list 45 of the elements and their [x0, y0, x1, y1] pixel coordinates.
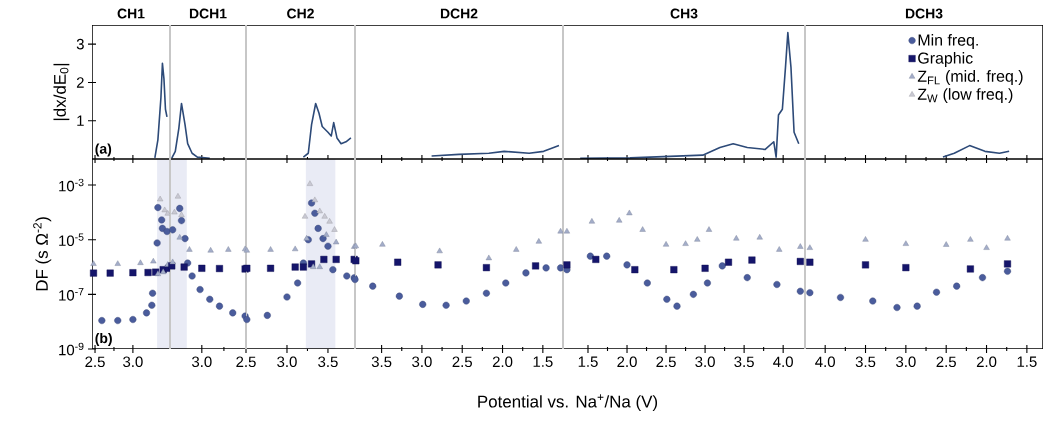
x-tick-label: 3.0: [277, 356, 297, 368]
legend-label: Z$_{FL}$ (mid. freq.): [917, 70, 1023, 85]
x-tick-label: 2.0: [976, 356, 997, 368]
x-tick-label: 3.0: [191, 356, 212, 368]
y-tick-label: 10$^{-3}$: [59, 178, 84, 192]
x-tick-label: 3.0: [695, 356, 715, 368]
x-tick-label: 1.5: [578, 356, 598, 367]
chart-title: DCH3: [905, 8, 943, 19]
x-tick-label: 4.0: [773, 356, 793, 368]
y-tick-label: 2: [76, 77, 84, 88]
x-tick-label: 2.5: [236, 356, 256, 368]
x-tick-label: 2.0: [492, 356, 513, 368]
y-axis-title: |dx/dE$_{0}$|: [53, 63, 70, 121]
chart-title: CH3: [670, 8, 698, 19]
x-tick-label: 1.5: [533, 356, 553, 367]
annotation: (a): [95, 143, 112, 157]
x-tick-label: 2.5: [85, 356, 105, 368]
x-tick-label: 1.5: [1017, 356, 1037, 367]
y-tick-label: 1: [77, 115, 84, 126]
x-tick-label: 4.0: [815, 356, 835, 368]
x-tick-label: 3.5: [855, 356, 876, 368]
x-tick-label: 3.0: [896, 356, 916, 368]
annotation: (b): [95, 332, 112, 346]
x-tick-label: 3.0: [123, 356, 143, 368]
x-axis-title: Potential vs. Na$^{+}$/Na (V): [478, 394, 658, 411]
x-tick-label: 3.5: [734, 356, 754, 368]
x-tick-label: 2.0: [617, 356, 637, 368]
x-tick-label: 2.5: [936, 356, 956, 368]
chart-title: DCH1: [189, 8, 227, 19]
chart-title: CH2: [287, 8, 314, 19]
x-tick-label: 3.0: [412, 356, 432, 368]
chart-title: DCH2: [440, 8, 478, 19]
x-tick-label: 2.5: [656, 356, 676, 368]
chart-title: CH1: [117, 8, 145, 19]
legend-label: Z$_{W}$ (low freq.): [917, 88, 1013, 103]
x-tick-label: 3.5: [318, 356, 338, 368]
y-axis-title: DF (s Ω$^{-2}$): [33, 217, 52, 291]
legend-label: Graphic: [918, 52, 973, 67]
legend-label: Min freq.: [918, 34, 978, 49]
y-tick-label: 3: [76, 38, 84, 50]
y-tick-label: 10$^{-7}$: [59, 288, 84, 301]
y-tick-label: 10$^{-9}$: [59, 342, 84, 356]
y-tick-label: 10$^{-5}$: [59, 233, 84, 246]
x-tick-label: 3.5: [371, 356, 392, 368]
x-tick-label: 2.5: [452, 356, 472, 368]
